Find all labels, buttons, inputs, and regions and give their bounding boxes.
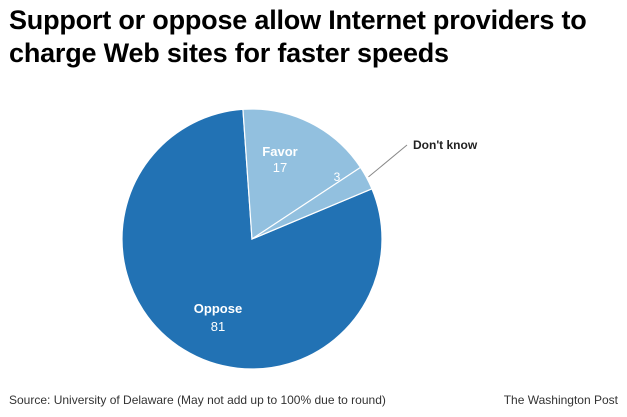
dont-know-leader-line (368, 144, 408, 178)
source-note: Source: University of Delaware (May not … (9, 393, 386, 407)
pie-slice-dont-know (251, 166, 373, 240)
label-favor: Favor (262, 144, 297, 159)
pie-slice-favor (242, 108, 362, 241)
value-favor: 17 (273, 160, 287, 175)
chart-title: Support or oppose allow Internet provide… (9, 5, 587, 68)
label-dont-know: Don't know (413, 138, 478, 152)
label-oppose: Oppose (194, 301, 242, 316)
pie-slices (121, 108, 383, 370)
value-dont-know: 3 (334, 170, 341, 184)
value-oppose: 81 (211, 319, 225, 334)
credit-label: The Washington Post (503, 393, 618, 407)
